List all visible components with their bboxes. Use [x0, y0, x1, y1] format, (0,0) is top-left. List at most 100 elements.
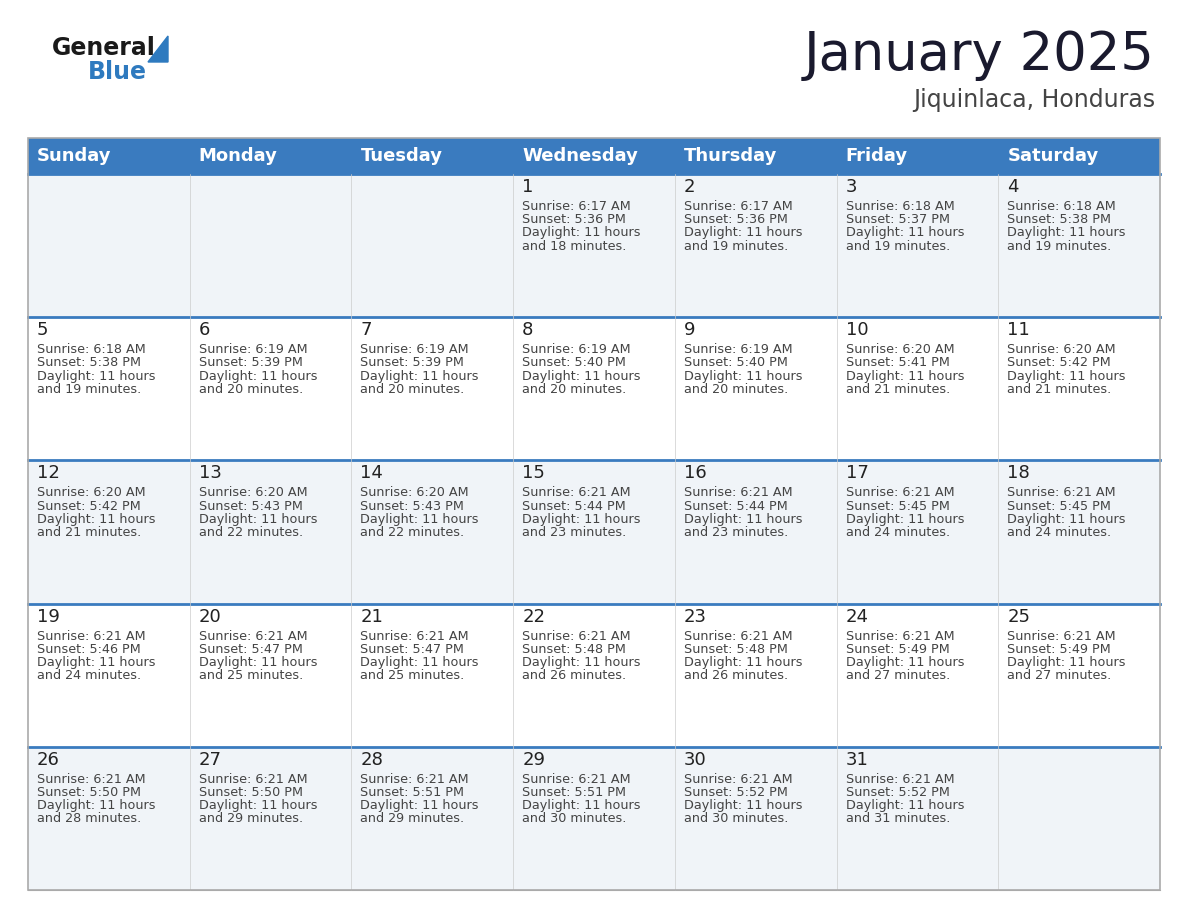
Bar	[190, 138, 352, 174]
Text: 16: 16	[684, 465, 707, 482]
Text: Daylight: 11 hours: Daylight: 11 hours	[198, 370, 317, 383]
Text: Daylight: 11 hours: Daylight: 11 hours	[846, 227, 965, 240]
Text: Daylight: 11 hours: Daylight: 11 hours	[37, 800, 156, 812]
Bar	[29, 747, 1159, 890]
Text: Sunset: 5:39 PM: Sunset: 5:39 PM	[198, 356, 303, 369]
Bar	[675, 138, 836, 174]
Text: Daylight: 11 hours: Daylight: 11 hours	[684, 800, 802, 812]
Text: Sunrise: 6:20 AM: Sunrise: 6:20 AM	[198, 487, 308, 499]
Text: Daylight: 11 hours: Daylight: 11 hours	[684, 227, 802, 240]
Bar	[513, 138, 675, 174]
Text: Daylight: 11 hours: Daylight: 11 hours	[523, 800, 640, 812]
Text: Sunset: 5:45 PM: Sunset: 5:45 PM	[846, 499, 949, 512]
Text: Sunrise: 6:18 AM: Sunrise: 6:18 AM	[1007, 200, 1116, 213]
Text: Sunrise: 6:21 AM: Sunrise: 6:21 AM	[198, 773, 308, 786]
Bar	[352, 138, 513, 174]
Text: Sunrise: 6:21 AM: Sunrise: 6:21 AM	[37, 630, 146, 643]
Text: Sunset: 5:51 PM: Sunset: 5:51 PM	[523, 786, 626, 799]
Text: Daylight: 11 hours: Daylight: 11 hours	[523, 513, 640, 526]
Text: and 26 minutes.: and 26 minutes.	[684, 669, 788, 682]
Text: Saturday: Saturday	[1007, 147, 1099, 165]
Text: January 2025: January 2025	[804, 29, 1155, 81]
Text: Sunset: 5:41 PM: Sunset: 5:41 PM	[846, 356, 949, 369]
Text: Sunset: 5:40 PM: Sunset: 5:40 PM	[523, 356, 626, 369]
Text: Sunrise: 6:21 AM: Sunrise: 6:21 AM	[198, 630, 308, 643]
Text: Daylight: 11 hours: Daylight: 11 hours	[684, 370, 802, 383]
Text: Sunrise: 6:21 AM: Sunrise: 6:21 AM	[684, 773, 792, 786]
Text: and 24 minutes.: and 24 minutes.	[1007, 526, 1112, 539]
Text: Daylight: 11 hours: Daylight: 11 hours	[846, 370, 965, 383]
Text: Sunrise: 6:19 AM: Sunrise: 6:19 AM	[684, 343, 792, 356]
Text: and 31 minutes.: and 31 minutes.	[846, 812, 950, 825]
Text: 21: 21	[360, 608, 384, 625]
Bar	[29, 138, 1159, 890]
Text: and 19 minutes.: and 19 minutes.	[684, 240, 788, 252]
Bar	[29, 604, 1159, 747]
Text: Sunrise: 6:18 AM: Sunrise: 6:18 AM	[37, 343, 146, 356]
Text: Sunset: 5:47 PM: Sunset: 5:47 PM	[360, 643, 465, 655]
Text: Sunset: 5:48 PM: Sunset: 5:48 PM	[523, 643, 626, 655]
Text: Sunset: 5:42 PM: Sunset: 5:42 PM	[37, 499, 140, 512]
Text: Sunset: 5:48 PM: Sunset: 5:48 PM	[684, 643, 788, 655]
Text: Daylight: 11 hours: Daylight: 11 hours	[37, 370, 156, 383]
Text: 29: 29	[523, 751, 545, 768]
Text: Sunset: 5:46 PM: Sunset: 5:46 PM	[37, 643, 140, 655]
Text: 20: 20	[198, 608, 221, 625]
Text: 24: 24	[846, 608, 868, 625]
Text: Daylight: 11 hours: Daylight: 11 hours	[198, 513, 317, 526]
Text: Sunrise: 6:19 AM: Sunrise: 6:19 AM	[360, 343, 469, 356]
Text: 7: 7	[360, 321, 372, 339]
Text: Sunrise: 6:21 AM: Sunrise: 6:21 AM	[523, 487, 631, 499]
Text: Sunrise: 6:20 AM: Sunrise: 6:20 AM	[846, 343, 954, 356]
Text: Monday: Monday	[198, 147, 278, 165]
Text: Sunset: 5:50 PM: Sunset: 5:50 PM	[37, 786, 141, 799]
Bar	[29, 138, 190, 174]
Text: and 26 minutes.: and 26 minutes.	[523, 669, 626, 682]
Text: Daylight: 11 hours: Daylight: 11 hours	[1007, 513, 1126, 526]
Text: Daylight: 11 hours: Daylight: 11 hours	[360, 370, 479, 383]
Bar	[836, 138, 998, 174]
Text: Sunset: 5:40 PM: Sunset: 5:40 PM	[684, 356, 788, 369]
Text: Daylight: 11 hours: Daylight: 11 hours	[684, 513, 802, 526]
Text: Sunrise: 6:21 AM: Sunrise: 6:21 AM	[1007, 630, 1116, 643]
Text: 4: 4	[1007, 178, 1019, 196]
Text: Sunset: 5:52 PM: Sunset: 5:52 PM	[846, 786, 949, 799]
Text: and 30 minutes.: and 30 minutes.	[684, 812, 788, 825]
Text: and 22 minutes.: and 22 minutes.	[198, 526, 303, 539]
Text: Blue: Blue	[88, 60, 147, 84]
Text: Sunset: 5:37 PM: Sunset: 5:37 PM	[846, 213, 949, 226]
Text: Daylight: 11 hours: Daylight: 11 hours	[846, 513, 965, 526]
Text: and 24 minutes.: and 24 minutes.	[846, 526, 949, 539]
Text: and 25 minutes.: and 25 minutes.	[360, 669, 465, 682]
Text: 23: 23	[684, 608, 707, 625]
Text: Sunrise: 6:21 AM: Sunrise: 6:21 AM	[360, 773, 469, 786]
Text: and 23 minutes.: and 23 minutes.	[523, 526, 626, 539]
Text: 14: 14	[360, 465, 384, 482]
Text: Sunrise: 6:19 AM: Sunrise: 6:19 AM	[198, 343, 308, 356]
Text: 31: 31	[846, 751, 868, 768]
Text: Daylight: 11 hours: Daylight: 11 hours	[1007, 656, 1126, 669]
Text: Sunrise: 6:17 AM: Sunrise: 6:17 AM	[684, 200, 792, 213]
Text: Sunset: 5:44 PM: Sunset: 5:44 PM	[684, 499, 788, 512]
Text: and 19 minutes.: and 19 minutes.	[1007, 240, 1112, 252]
Text: Jiquinlaca, Honduras: Jiquinlaca, Honduras	[912, 88, 1155, 112]
Text: Daylight: 11 hours: Daylight: 11 hours	[684, 656, 802, 669]
Text: General: General	[52, 36, 156, 60]
Text: 11: 11	[1007, 321, 1030, 339]
Text: Daylight: 11 hours: Daylight: 11 hours	[523, 227, 640, 240]
Text: 17: 17	[846, 465, 868, 482]
Text: and 29 minutes.: and 29 minutes.	[360, 812, 465, 825]
Text: Sunset: 5:47 PM: Sunset: 5:47 PM	[198, 643, 303, 655]
Text: Sunrise: 6:21 AM: Sunrise: 6:21 AM	[846, 630, 954, 643]
Text: 28: 28	[360, 751, 384, 768]
Text: Daylight: 11 hours: Daylight: 11 hours	[1007, 227, 1126, 240]
Text: Daylight: 11 hours: Daylight: 11 hours	[360, 513, 479, 526]
Text: and 20 minutes.: and 20 minutes.	[360, 383, 465, 396]
Bar	[998, 138, 1159, 174]
Text: Tuesday: Tuesday	[360, 147, 442, 165]
Text: 18: 18	[1007, 465, 1030, 482]
Text: and 21 minutes.: and 21 minutes.	[37, 526, 141, 539]
Text: 12: 12	[37, 465, 59, 482]
Text: and 28 minutes.: and 28 minutes.	[37, 812, 141, 825]
Text: Sunday: Sunday	[37, 147, 112, 165]
